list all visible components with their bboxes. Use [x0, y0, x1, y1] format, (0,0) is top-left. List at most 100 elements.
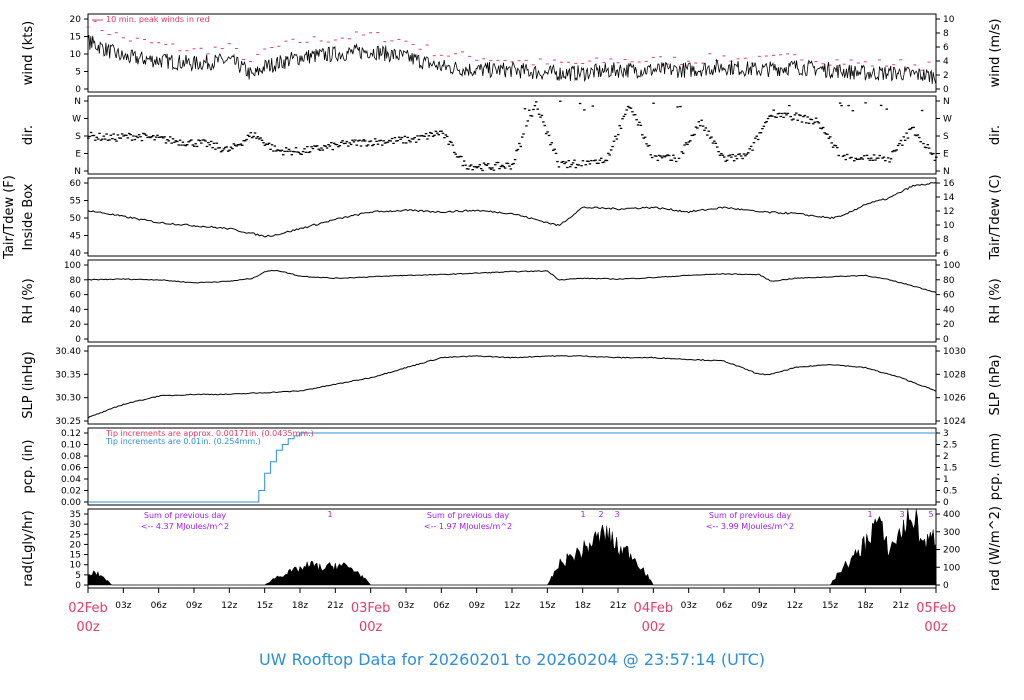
x-day-hour-label: 00z — [76, 620, 100, 635]
y2-tick-label: 0 — [943, 335, 949, 345]
y2-tick-label: 0 — [943, 581, 949, 591]
y2-tick-label: 1028 — [943, 370, 966, 380]
rad-sum-value: <-- 3.99 MJoules/m^2 — [706, 522, 794, 531]
x-day-label: 03Feb — [351, 601, 391, 616]
y-tick-label: W — [72, 115, 81, 125]
y2-tick-label: 1 — [943, 475, 949, 485]
x-tick-label: 06z — [433, 601, 449, 611]
y2-tick-label: 2 — [943, 71, 949, 81]
y2-tick-label: 80 — [943, 276, 955, 286]
y2-tick-label: 400 — [943, 510, 960, 520]
y2-tick-label: 1026 — [943, 394, 966, 404]
chart-title: UW Rooftop Data for 20260201 to 20260204… — [258, 650, 766, 669]
y-tick-label: 0 — [75, 581, 81, 591]
y2-tick-label: 16 — [943, 179, 955, 189]
panel-frame-wind — [87, 13, 937, 93]
y-tick-label: E — [75, 150, 81, 160]
y-tick-label: 50 — [70, 214, 82, 224]
panel-frame-pcp — [87, 427, 937, 506]
y-tick-label: 20 — [70, 15, 82, 25]
x-tick-label: 03z — [398, 601, 414, 611]
y-axis-label-wind: wind (kts) — [21, 21, 36, 85]
panel-frame-slp — [87, 345, 937, 425]
y-tick-label: 20 — [70, 540, 82, 550]
x-tick-label: 18z — [292, 601, 308, 611]
temperature-series-line — [87, 181, 937, 238]
y2-tick-label: N — [943, 167, 950, 177]
x-day-label: 05Feb — [916, 601, 956, 616]
y-tick-label: 40 — [70, 305, 82, 315]
y2-tick-label: 1.5 — [943, 464, 957, 474]
panel-frame-temp — [87, 177, 937, 257]
y-tick-label: N — [74, 167, 81, 177]
y2-tick-label: 200 — [943, 546, 960, 556]
x-tick-label: 21z — [893, 601, 909, 611]
y2-tick-label: 100 — [943, 261, 960, 271]
y2-axis-label-pcp: pcp. (mm) — [988, 433, 1003, 500]
y2-tick-label: 1024 — [943, 417, 966, 427]
x-tick-label: 12z — [504, 601, 520, 611]
y-tick-label: 35 — [70, 510, 81, 520]
y-axis-label-rh: RH (%) — [21, 278, 36, 323]
y2-tick-label: 8 — [943, 29, 949, 39]
y2-tick-label: 40 — [943, 305, 955, 315]
y-tick-label: 10 — [70, 50, 82, 60]
y-tick-label: N — [74, 97, 81, 107]
y-tick-label: 10 — [70, 561, 82, 571]
x-tick-label: 21z — [327, 601, 343, 611]
rad-peak-marker: 1 — [327, 510, 332, 519]
y2-tick-label: 300 — [943, 528, 960, 538]
y2-axis-label-wind: wind (m/s) — [988, 19, 1003, 88]
rad-peak-marker: 5 — [928, 510, 933, 519]
y-tick-label: 30.35 — [55, 370, 81, 380]
y-axis-label-dir: dir. — [21, 125, 36, 145]
y2-tick-label: W — [943, 115, 952, 125]
x-tick-label: 21z — [610, 601, 626, 611]
rad-sum-label: Sum of previous day — [709, 511, 791, 520]
x-tick-label: 15z — [539, 601, 555, 611]
radiation-area — [87, 508, 937, 586]
x-tick-label: 12z — [787, 601, 803, 611]
slp-series-line — [87, 354, 937, 419]
y-tick-label: 0 — [75, 85, 81, 95]
y-tick-label: 0.10 — [61, 441, 81, 451]
y-tick-label: 15 — [70, 551, 81, 561]
y-tick-label: 5 — [75, 571, 81, 581]
rad-peak-marker: 3 — [899, 510, 904, 519]
y2-axis-label-dir: dir. — [988, 125, 1003, 145]
y2-tick-label: 60 — [943, 291, 955, 301]
y-tick-label: 0.06 — [61, 464, 81, 474]
y-tick-label: 15 — [70, 33, 81, 43]
y-tick-label: 60 — [70, 179, 82, 189]
x-day-hour-label: 00z — [359, 620, 383, 635]
x-tick-label: 18z — [575, 601, 591, 611]
y2-tick-label: 4 — [943, 57, 949, 67]
y2-tick-label: 3 — [943, 429, 949, 439]
rad-peak-marker: 3 — [614, 510, 619, 519]
y-tick-label: 5 — [75, 68, 81, 78]
y2-tick-label: 10 — [943, 15, 955, 25]
x-tick-label: 09z — [186, 601, 202, 611]
x-tick-label: 18z — [857, 601, 873, 611]
y-tick-label: 30.25 — [55, 417, 81, 427]
rh-series-line — [87, 269, 937, 294]
y-tick-label: 30.30 — [55, 394, 81, 404]
y-tick-label: 0.04 — [61, 475, 81, 485]
y-tick-label: 0.12 — [61, 429, 81, 439]
y-tick-label: 30 — [70, 520, 82, 530]
y2-tick-label: N — [943, 97, 950, 107]
x-day-label: 04Feb — [634, 601, 674, 616]
y-tick-label: 60 — [70, 291, 82, 301]
y-tick-label: 45 — [70, 232, 81, 242]
wind-peak-note: 10 min. peak winds in red — [106, 15, 210, 24]
y-tick-label: 30.40 — [55, 347, 81, 357]
y2-tick-label: 6 — [943, 43, 949, 53]
y-axis-label-temp: Inside Box — [21, 183, 36, 250]
x-tick-label: 12z — [221, 601, 237, 611]
y-axis-label-temp-outer: Tair/Tdew (F) — [2, 175, 17, 260]
x-tick-label: 15z — [822, 601, 838, 611]
y2-tick-label: 8 — [943, 235, 949, 245]
rad-sum-label: Sum of previous day — [427, 511, 509, 520]
y2-axis-label-rad: rad (W/m^2) — [988, 506, 1003, 591]
